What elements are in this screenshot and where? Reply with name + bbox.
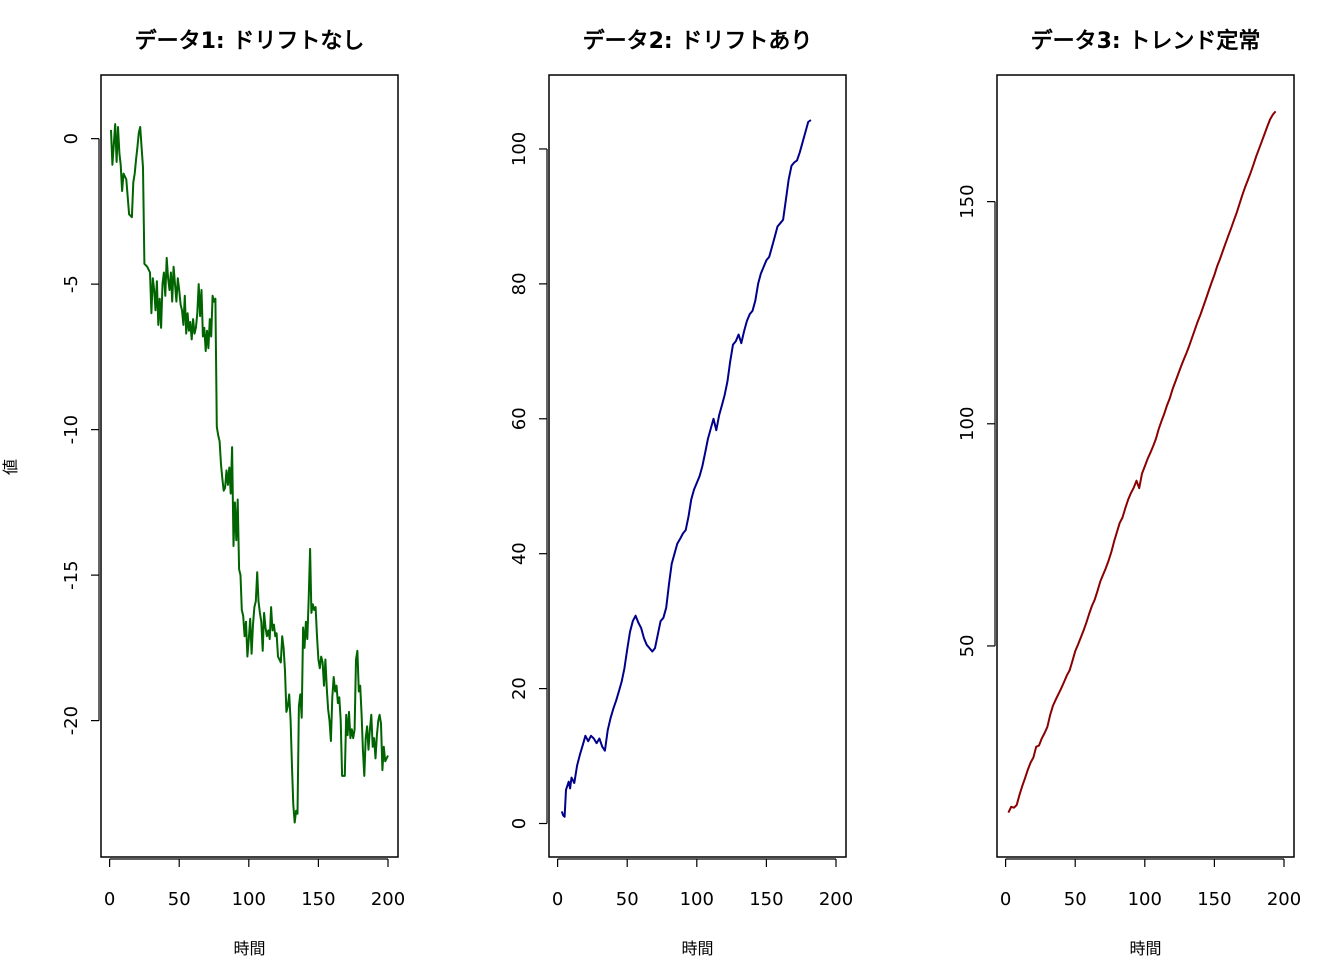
y-tick-label: 20 bbox=[509, 677, 530, 700]
series-line bbox=[560, 119, 812, 818]
x-tick-label: 0 bbox=[1000, 889, 1011, 910]
plot-frame bbox=[100, 74, 399, 858]
y-tick-label: 150 bbox=[957, 184, 978, 218]
series-line bbox=[1007, 110, 1277, 814]
y-tick-label: 0 bbox=[509, 818, 530, 829]
x-tick-label: 200 bbox=[819, 889, 853, 910]
chart-title: データ3: トレンド定常 bbox=[1031, 28, 1261, 54]
x-tick-label: 0 bbox=[552, 889, 563, 910]
x-axis-label: 時間 bbox=[681, 939, 713, 958]
y-tick-label: -20 bbox=[61, 706, 82, 735]
y-tick-label: 100 bbox=[957, 407, 978, 441]
y-tick-label: -15 bbox=[61, 560, 82, 589]
shared-ylabel: 値 bbox=[1, 459, 20, 475]
x-tick-label: 100 bbox=[680, 889, 714, 910]
x-tick-label: 50 bbox=[168, 889, 191, 910]
x-tick-label: 0 bbox=[104, 889, 115, 910]
x-axis-label: 時間 bbox=[1129, 939, 1161, 958]
x-tick-label: 200 bbox=[371, 889, 405, 910]
y-tick-label: -10 bbox=[61, 415, 82, 444]
y-tick-label: 0 bbox=[61, 133, 82, 144]
y-tick-label: 60 bbox=[509, 407, 530, 430]
chart-title: データ2: ドリフトあり bbox=[583, 28, 813, 54]
plot-frame bbox=[996, 74, 1295, 858]
x-tick-label: 150 bbox=[749, 889, 783, 910]
chart-panel-1: データ1: ドリフトなし 0 50 100 150 200 時間 -20 -15 -10 -5 0 bbox=[61, 28, 405, 958]
x-tick-label: 200 bbox=[1267, 889, 1301, 910]
x-tick-label: 100 bbox=[1128, 889, 1162, 910]
y-tick-label: 50 bbox=[957, 634, 978, 657]
y-tick-label: 80 bbox=[509, 272, 530, 295]
x-tick-label: 150 bbox=[1197, 889, 1231, 910]
y-tick-label: 40 bbox=[509, 542, 530, 565]
chart-panel-3: データ3: トレンド定常 0 50 100 150 200 時間 50 100 150 bbox=[957, 28, 1301, 958]
y-tick-label: -5 bbox=[61, 275, 82, 293]
chart-title: データ1: ドリフトなし bbox=[135, 28, 365, 54]
x-tick-label: 150 bbox=[301, 889, 335, 910]
x-tick-label: 50 bbox=[1064, 889, 1087, 910]
chart-panel-2: データ2: ドリフトあり 0 50 100 150 200 時間 0 20 40 60 80 100 bbox=[509, 28, 853, 958]
series-line bbox=[110, 123, 389, 824]
x-tick-label: 50 bbox=[616, 889, 639, 910]
x-tick-label: 100 bbox=[232, 889, 266, 910]
plot-frame bbox=[548, 74, 847, 858]
y-tick-label: 100 bbox=[509, 132, 530, 166]
x-axis-label: 時間 bbox=[233, 939, 265, 958]
